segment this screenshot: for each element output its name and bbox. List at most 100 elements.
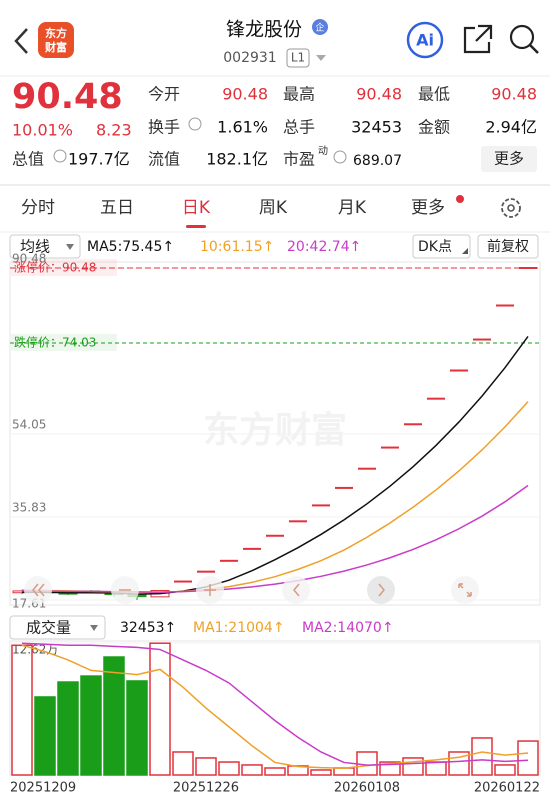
more-button[interactable] (481, 146, 537, 172)
nav-button[interactable] (451, 576, 479, 604)
volume-bar (172, 751, 194, 776)
price: 90.48 (12, 77, 123, 117)
logo-text: 财富 (44, 40, 67, 54)
ai-button[interactable] (406, 21, 444, 59)
volume-bar (517, 740, 539, 776)
tab[interactable]: 五日 (100, 198, 134, 218)
info-icon[interactable] (53, 149, 67, 163)
tab[interactable]: 分时 (21, 198, 55, 218)
stat-label: 市盈 (283, 150, 315, 169)
stat-label: 金额 (418, 118, 450, 137)
more-text: 更多 (494, 150, 524, 168)
x-tick-label: 20260108 (334, 781, 400, 796)
stat-value: 689.07 (353, 153, 402, 169)
candle-flat (381, 446, 399, 449)
limit-down-label: 跌停价：74.03 (14, 334, 96, 349)
y-tick-label: 54.05 (12, 417, 46, 431)
stat-label: 最低 (418, 85, 450, 104)
volume-bar (241, 764, 263, 776)
volume-bar (448, 751, 470, 776)
search-icon[interactable] (509, 24, 535, 50)
tab-active[interactable]: 日K (182, 198, 211, 218)
stat-value: 182.1亿 (206, 150, 268, 169)
volume-bar (494, 764, 516, 776)
indicator-text: 成交量 (26, 619, 71, 637)
candle-flat (220, 559, 238, 562)
volume-bar (402, 757, 424, 776)
ma-line (21, 484, 529, 593)
candle-flat (197, 570, 215, 573)
candle-flat (335, 486, 353, 489)
badge-text: 企 (315, 22, 324, 34)
adjust-text: 前复权 (487, 238, 529, 255)
tab[interactable]: 更多 (411, 198, 445, 218)
volume-bar (103, 656, 125, 776)
badge (312, 19, 328, 35)
stat-label: 总手 (283, 118, 315, 137)
stat-label: 今开 (148, 85, 180, 104)
settings-icon[interactable] (501, 198, 521, 218)
back-icon[interactable] (14, 28, 28, 54)
stat-value: 2.94亿 (485, 118, 537, 137)
settings-icon-core (507, 204, 515, 212)
stat-value: 90.48 (356, 85, 402, 104)
nav-button[interactable] (282, 576, 310, 604)
volume-bar (80, 675, 102, 776)
limit-up-label: 涨停价：90.48 (14, 260, 96, 275)
ma-select[interactable] (9, 234, 81, 259)
dropdown-icon[interactable] (316, 55, 326, 61)
notice-dot (456, 195, 464, 203)
nav-button[interactable] (367, 576, 395, 604)
candle-flat (473, 338, 491, 341)
share-icon[interactable] (463, 26, 491, 54)
stat-label-sup: 动 (318, 145, 328, 157)
candle-flat (358, 467, 376, 470)
candle-flat (243, 547, 261, 550)
volume-bar (57, 681, 79, 776)
ma10-legend: 10:61.15↑ (200, 239, 274, 255)
tab[interactable]: 周K (259, 198, 288, 218)
watermark: 东方财富 (203, 409, 347, 451)
stat-value: 90.48 (491, 85, 537, 104)
info-icon[interactable] (333, 150, 347, 164)
dk-text: DK点 (418, 239, 452, 255)
stat-value: 197.7亿 (68, 150, 130, 169)
volume-bar (195, 757, 217, 776)
adjust-button[interactable] (477, 234, 539, 259)
volume-bar (34, 696, 56, 776)
candle-flat (450, 369, 468, 372)
volume-bar (471, 737, 493, 776)
ma20-legend: 20:42.74↑ (287, 239, 361, 255)
nav-button[interactable] (24, 576, 52, 604)
nav-symbols (32, 583, 472, 597)
stock-name: 锋龙股份 (226, 19, 302, 41)
limit-label-bg (11, 259, 117, 276)
dk-button[interactable] (412, 234, 471, 259)
corner-icon (462, 248, 468, 254)
volume-bar (264, 767, 286, 776)
candle-flat (266, 534, 284, 537)
stat-label: 换手 (148, 118, 180, 137)
app-logo (38, 22, 74, 58)
dropdown-icon (66, 244, 74, 250)
volume-bar (310, 769, 332, 776)
stat-value: 90.48 (222, 85, 268, 104)
stock-code: 002931 (223, 50, 276, 66)
volume-ma-line (21, 644, 529, 769)
volume-bar (126, 680, 148, 776)
volume-chart: 12.62万 (10, 642, 540, 776)
share-arrow (475, 24, 493, 42)
ma5-legend: MA5:75.45↑ (87, 239, 174, 255)
indicator-select[interactable] (9, 615, 106, 640)
ma-select-text: 均线 (20, 238, 50, 256)
stat-label: 流值 (148, 150, 180, 169)
volume-latest: 32453↑ (120, 620, 176, 636)
tab[interactable]: 月K (338, 198, 367, 218)
x-tick-label: 20260122 (474, 781, 540, 796)
info-icon[interactable] (188, 117, 202, 131)
volume-ma-line (21, 642, 529, 766)
